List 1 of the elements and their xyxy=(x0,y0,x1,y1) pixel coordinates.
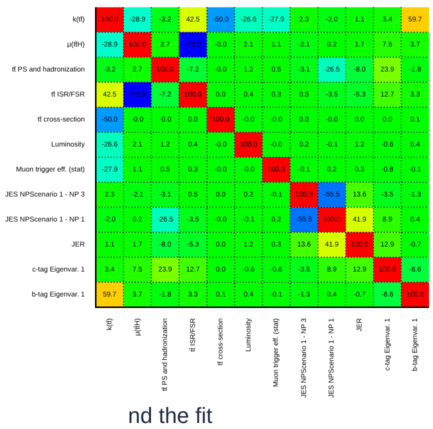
text: nd the fit xyxy=(128,403,212,428)
